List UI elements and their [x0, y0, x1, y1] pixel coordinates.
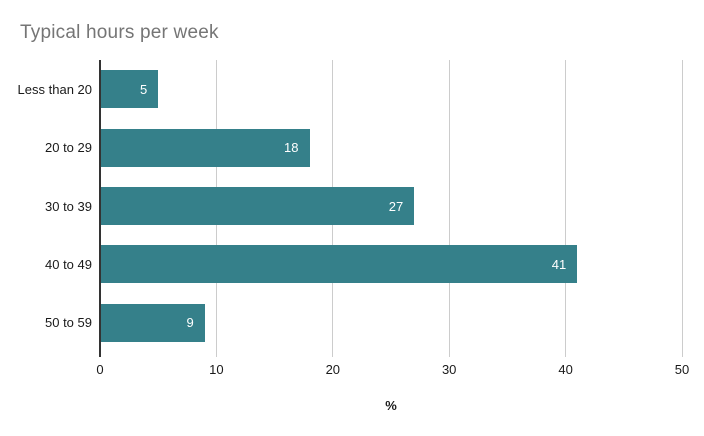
x-tick-label-10: 10: [209, 362, 224, 377]
bar-row: Less than 20 5: [18, 60, 682, 118]
bar: 9: [100, 303, 205, 342]
bar: 27: [100, 187, 415, 226]
x-axis-tick-labels: 0 10 20 30 40 50: [96, 362, 689, 378]
x-tick-label-40: 40: [558, 362, 573, 377]
bar-row: 40 to 49 41: [45, 235, 682, 293]
category-label: 20 to 29: [45, 140, 92, 156]
category-label: 30 to 39: [45, 198, 92, 214]
bar-row: 30 to 39 27: [45, 177, 682, 235]
bar: 18: [100, 128, 310, 167]
bar: 5: [100, 70, 159, 109]
x-axis-title: %: [385, 398, 397, 413]
x-tick-label-0: 0: [96, 362, 104, 377]
x-tick-label-30: 30: [441, 362, 457, 377]
gridline-x-50: [681, 60, 683, 357]
y-axis-baseline: [99, 60, 101, 357]
x-tick-label-50: 50: [674, 362, 690, 377]
gridline-x-40: [565, 60, 567, 357]
x-tick-label-20: 20: [325, 362, 341, 377]
category-label: Less than 20: [17, 81, 92, 97]
bar-value-label: 9: [186, 315, 194, 331]
gridline-x-30: [448, 60, 450, 357]
bar-rows: Less than 20 5 20 to 29 18 30 to 39 27 40 to 4…: [18, 60, 682, 352]
category-label: 50 to 59: [45, 315, 92, 331]
bar-value-label: 27: [388, 198, 404, 214]
plot-area: Less than 20 5 20 to 29 18 30 to 39 27 40 to 4…: [18, 60, 683, 357]
chart-title: Typical hours per week: [20, 22, 219, 43]
bar: 41: [100, 245, 578, 284]
bar-row: 50 to 59 9: [45, 294, 682, 352]
bar-row: 20 to 29 18: [45, 118, 682, 176]
category-label: 40 to 49: [45, 256, 92, 272]
bar-value-label: 18: [284, 140, 299, 156]
bar-value-label: 41: [551, 256, 567, 272]
bar-value-label: 5: [139, 81, 148, 97]
